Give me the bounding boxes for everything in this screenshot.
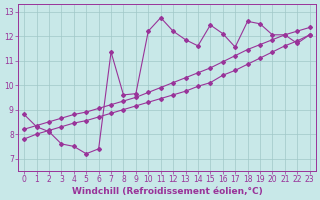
- X-axis label: Windchill (Refroidissement éolien,°C): Windchill (Refroidissement éolien,°C): [72, 187, 262, 196]
